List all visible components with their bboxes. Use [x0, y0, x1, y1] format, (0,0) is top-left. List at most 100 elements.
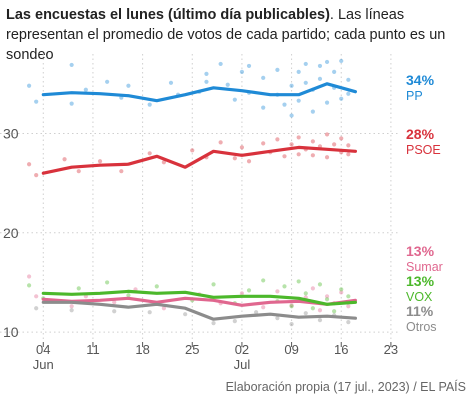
poll-dot-pp-25	[289, 83, 294, 88]
chart-subtitle: . Las líneas representan el promedio de …	[6, 7, 446, 63]
end-name-vox: VOX	[406, 290, 433, 304]
poll-dot-psoe-29	[339, 136, 344, 141]
poll-dot-pp-15	[225, 82, 230, 87]
poll-dot-vox-0	[26, 283, 32, 288]
poll-dot-psoe-31	[346, 143, 351, 148]
poll-dot-otros-13	[346, 320, 351, 325]
series-line-sumar	[41, 296, 357, 307]
poll-dot-vox-12	[282, 284, 287, 289]
poll-dot-vox-7	[211, 282, 216, 287]
poll-dot-psoe-26	[324, 155, 330, 160]
series-lines-layer	[41, 82, 357, 321]
poll-dot-psoe-25	[324, 132, 330, 137]
poll-dot-psoe-19	[296, 135, 301, 140]
poll-dot-sumar-0	[26, 274, 32, 279]
poll-dot-psoe-7	[161, 160, 166, 165]
poll-dot-sumar-16	[324, 294, 330, 299]
poll-dot-psoe-1	[34, 173, 39, 178]
end-name-psoe: PSOE	[406, 143, 441, 157]
poll-dot-vox-9	[246, 288, 252, 293]
poll-dot-pp-35	[324, 100, 330, 105]
poll-dot-psoe-5	[119, 169, 124, 174]
poll-dot-pp-40	[339, 58, 344, 64]
poll-dot-sumar-14	[310, 286, 315, 291]
x-tick-label-23: 23	[384, 342, 398, 357]
poll-dots-layer	[26, 58, 351, 327]
poll-dot-otros-4	[183, 312, 188, 317]
poll-dot-vox-15	[303, 291, 308, 296]
series-line-psoe	[41, 145, 357, 175]
poll-dot-pp-23	[275, 67, 280, 72]
poll-dot-pp-2	[69, 101, 74, 106]
x-tick-label-18: 18	[135, 342, 149, 357]
poll-dot-pp-42	[346, 91, 351, 96]
poll-dot-sumar-18	[339, 290, 344, 295]
poll-dot-pp-24	[282, 102, 287, 107]
axis-layer: 10 20 30 04 11 18 25 02 09 16 23 Jun Jul	[3, 125, 398, 372]
poll-dot-pp-21	[261, 105, 266, 110]
poll-dot-sumar-1	[34, 294, 39, 299]
poll-dot-psoe-30	[346, 152, 351, 157]
y-tick-label-30: 30	[3, 125, 19, 141]
poll-dot-vox-16	[310, 306, 315, 311]
end-value-sumar: 13%	[406, 243, 435, 259]
poll-dot-vox-10	[261, 278, 266, 283]
x-tick-label-25: 25	[185, 342, 199, 357]
poll-dot-pp-33	[317, 63, 323, 69]
poll-dot-psoe-18	[289, 142, 294, 147]
poll-dot-otros-6	[232, 319, 237, 324]
poll-dot-psoe-12	[239, 145, 245, 150]
poll-dot-vox-20	[339, 287, 344, 292]
poll-dot-vox-3	[105, 280, 110, 285]
poll-dot-otros-2	[112, 309, 117, 314]
poll-dot-sumar-10	[261, 305, 266, 310]
poll-dot-pp-27	[296, 69, 301, 74]
poll-dot-otros-9	[289, 322, 294, 327]
end-name-pp: PP	[406, 89, 423, 103]
end-value-otros: 11%	[406, 303, 434, 319]
poll-dot-pp-32	[310, 109, 315, 114]
poll-dot-pp-39	[339, 96, 344, 101]
series-line-otros	[41, 300, 357, 321]
poll-dot-pp-36	[324, 59, 330, 65]
poll-dot-pp-28	[296, 98, 301, 103]
poll-dot-psoe-4	[97, 159, 103, 164]
poll-dot-psoe-2	[62, 157, 67, 162]
poll-dot-pp-0	[26, 83, 32, 88]
poll-dot-pp-13	[204, 79, 209, 84]
y-tick-label-10: 10	[3, 324, 19, 340]
poll-dot-sumar-2	[69, 304, 74, 309]
poll-dot-otros-10	[303, 311, 308, 316]
poll-dot-pp-12	[204, 71, 209, 76]
x-tick-label-16: 16	[334, 342, 348, 357]
poll-dot-otros-11	[317, 318, 323, 323]
poll-dot-pp-16	[232, 97, 237, 102]
poll-dot-sumar-15	[317, 308, 323, 313]
poll-dot-pp-7	[126, 83, 131, 88]
end-name-sumar: Sumar	[406, 260, 443, 274]
poll-dot-pp-38	[332, 69, 337, 74]
poll-dot-psoe-8	[190, 148, 195, 153]
poll-dot-psoe-16	[275, 137, 280, 142]
poll-dot-pp-26	[289, 113, 294, 118]
poll-dot-otros-0	[34, 306, 39, 311]
poll-dot-pp-34	[317, 76, 323, 81]
end-value-vox: 13%	[406, 273, 435, 289]
poll-dot-pp-3	[69, 62, 74, 68]
end-value-pp: 34%	[406, 72, 435, 88]
poll-dot-vox-19	[332, 309, 337, 314]
y-tick-label-20: 20	[3, 225, 19, 241]
poll-dot-pp-41	[346, 77, 351, 82]
poll-dot-pp-1	[34, 99, 39, 104]
poll-dot-vox-14	[296, 279, 301, 284]
poll-dot-psoe-17	[282, 154, 287, 159]
poll-dot-psoe-14	[261, 141, 266, 146]
poll-dot-sumar-9	[239, 291, 245, 296]
poll-dot-psoe-27	[332, 142, 337, 147]
poll-dot-psoe-10	[218, 140, 223, 145]
x-month-label-jul: Jul	[234, 357, 251, 372]
chart-title: Las encuestas el lunes (último día publi…	[6, 7, 330, 23]
